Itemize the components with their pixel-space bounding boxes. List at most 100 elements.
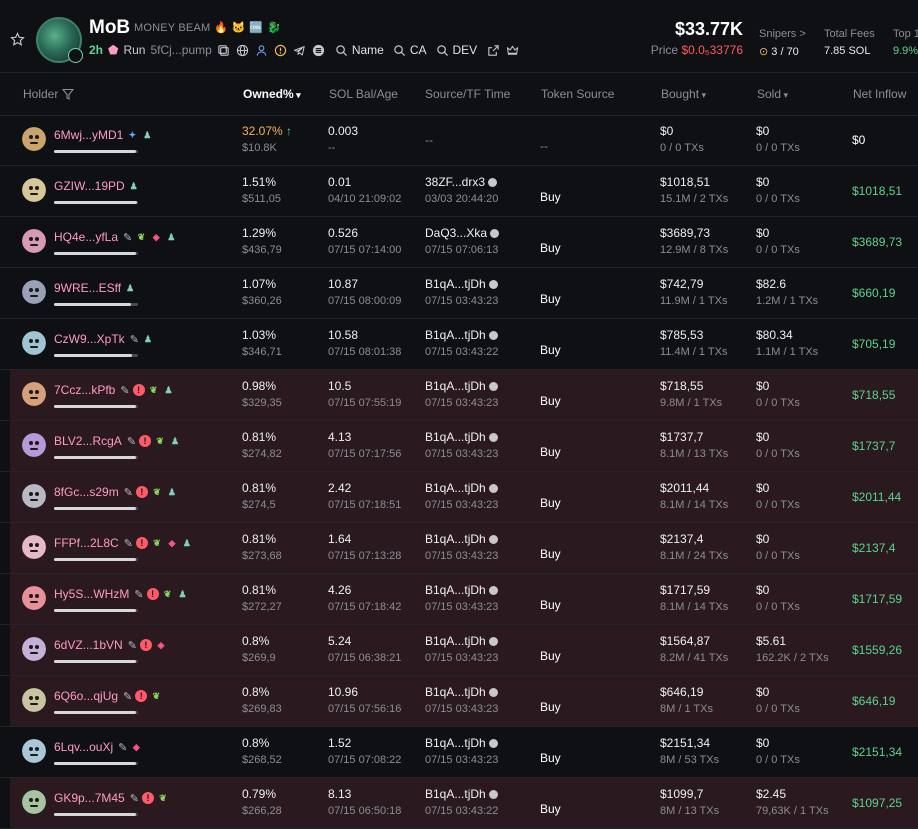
col-owned[interactable]: Owned% ▾ (243, 87, 301, 101)
holder-avatar[interactable] (22, 331, 46, 355)
edit-pen-icon[interactable]: ✎ (123, 231, 133, 244)
holder-avatar[interactable] (22, 280, 46, 304)
edit-pen-icon[interactable]: ✎ (123, 537, 133, 550)
search-dev-button[interactable]: DEV (436, 43, 477, 57)
table-row[interactable]: BLV2...RcgA ✎! ❦ ♟ 0.81% $274,82 4.13 07/15… (0, 421, 918, 472)
holder-address[interactable]: 7Ccz...kPfb (54, 383, 116, 397)
edit-pen-icon[interactable]: ✎ (134, 588, 144, 601)
edit-pen-icon[interactable]: ✎ (120, 384, 130, 397)
source-address-row[interactable]: B1qA...tjDh (425, 736, 498, 750)
bought-usd: $785,53 (660, 328, 704, 342)
wallet-age: 07/15 07:18:42 (328, 601, 402, 613)
holder-address[interactable]: 9WRE...ESff (54, 281, 122, 295)
table-row[interactable]: CzW9...XpTk ✎ ♟ 1.03% $346,71 10.58 07/15 … (0, 319, 918, 370)
holder-address[interactable]: 6dVZ...1bVN (54, 638, 123, 652)
holder-avatar[interactable] (22, 484, 46, 508)
table-row[interactable]: GZIW...19PD ♟ 1.51% $511,05 0.01 04/10 21… (0, 166, 918, 217)
user-icon[interactable] (255, 43, 269, 57)
holder-avatar[interactable] (22, 127, 46, 151)
source-address-row[interactable]: B1qA...tjDh (425, 532, 498, 546)
owned-usd: $511,05 (242, 193, 281, 205)
holder-avatar[interactable] (22, 586, 46, 610)
holder-avatar[interactable] (22, 178, 46, 202)
token-source: -- (540, 139, 548, 153)
table-row[interactable]: 6Lqv...ouXj ✎ ◈ 0.8% $268,52 1.52 07/15 07… (0, 727, 918, 778)
holder-address[interactable]: GK9p...7M45 (54, 791, 125, 805)
snipers-stat[interactable]: Snipers > ⊙ 3 / 70 (759, 28, 806, 58)
holder-address[interactable]: 6Mwj...yMD1 (54, 128, 124, 142)
crown-icon[interactable] (505, 43, 519, 57)
holder-address[interactable]: HQ4e...yfLa (54, 230, 119, 244)
col-net-inflow[interactable]: Net Inflow (853, 87, 907, 101)
source-address-row[interactable]: B1qA...tjDh (425, 685, 498, 699)
net-inflow: $3689,73 (852, 235, 903, 249)
holder-address[interactable]: CzW9...XpTk (54, 332, 125, 346)
holder-avatar[interactable] (22, 637, 46, 661)
col-sol-bal[interactable]: SOL Bal/Age (329, 87, 398, 101)
table-row[interactable]: HQ4e...yfLa ✎ ❦ ◈ ♟ 1.29% $436,79 0.526 07/1… (0, 217, 918, 268)
globe-icon[interactable] (236, 43, 250, 57)
col-token-source[interactable]: Token Source (541, 87, 615, 101)
table-row[interactable]: 6Mwj...yMD1 ✦ ♟ 32.07% ↑ $10.8K 0.003 -- -… (0, 115, 918, 166)
source-address-row[interactable]: B1qA...tjDh (425, 583, 498, 597)
copy-icon[interactable] (217, 43, 231, 57)
holder-address-row: 7Ccz...kPfb ✎! ❦ ♟ (54, 383, 175, 397)
telegram-icon[interactable] (293, 43, 307, 57)
edit-pen-icon[interactable]: ✎ (127, 639, 137, 652)
warning-icon[interactable] (274, 43, 288, 57)
holder-address[interactable]: 6Q6o...qjUg (54, 689, 119, 703)
edit-pen-icon[interactable]: ✎ (123, 690, 133, 703)
table-row[interactable]: 6dVZ...1bVN ✎! ◈ 0.8% $269,9 5.24 07/15 06… (0, 625, 918, 676)
contract-address[interactable]: 5fCj...pump (150, 43, 212, 57)
edit-pen-icon[interactable]: ✎ (123, 486, 133, 499)
table-row[interactable]: 7Ccz...kPfb ✎! ❦ ♟ 0.98% $329,35 10.5 07/15… (0, 370, 918, 421)
holder-avatar[interactable] (22, 229, 46, 253)
token-avatar[interactable] (36, 17, 83, 63)
table-row[interactable]: 6Q6o...qjUg ✎! ❦ 0.8% $269,83 10.96 07/15 … (0, 676, 918, 727)
search-name-button[interactable]: Name (335, 43, 384, 57)
source-address-row[interactable]: B1qA...tjDh (425, 481, 498, 495)
holder-avatar[interactable] (22, 433, 46, 457)
holder-avatar[interactable] (22, 382, 46, 406)
edit-pen-icon[interactable]: ✎ (129, 792, 139, 805)
source-address-row[interactable]: B1qA...tjDh (425, 787, 498, 801)
favorite-star-icon[interactable] (10, 32, 26, 48)
holder-address[interactable]: 6Lqv...ouXj (54, 740, 114, 754)
edit-pen-icon[interactable]: ✎ (118, 741, 128, 754)
snipers-value: 3 / 70 (771, 46, 799, 58)
bought-sub: 12.9M / 8 TXs (660, 244, 729, 256)
sold-usd: $0 (756, 175, 770, 189)
col-holder[interactable]: Holder (23, 87, 74, 101)
holder-address[interactable]: FFPf...2L8C (54, 536, 119, 550)
table-row[interactable]: Hy5S...WHzM ✎! ❦ ♟ 0.81% $272,27 4.26 07/15… (0, 574, 918, 625)
edit-pen-icon[interactable]: ✎ (129, 333, 139, 346)
source-address-row[interactable]: DaQ3...Xka (425, 226, 500, 240)
source-address-row[interactable]: B1qA...tjDh (425, 328, 498, 342)
table-row[interactable]: FFPf...2L8C ✎! ❦ ◈ ♟ 0.81% $273,68 1.64 07/1… (0, 523, 918, 574)
source-address-row[interactable]: 38ZF...drx3 (425, 175, 498, 189)
holder-avatar[interactable] (22, 739, 46, 763)
filter-icon[interactable] (61, 87, 74, 101)
holder-address[interactable]: GZIW...19PD (54, 179, 125, 193)
external-link-icon[interactable] (486, 43, 500, 57)
source-address-row[interactable]: B1qA...tjDh (425, 379, 498, 393)
col-source-tf[interactable]: Source/TF Time (425, 87, 511, 101)
col-bought[interactable]: Bought ▾ (661, 87, 706, 101)
holder-avatar[interactable] (22, 535, 46, 559)
holder-avatar[interactable] (22, 790, 46, 814)
holder-address[interactable]: Hy5S...WHzM (54, 587, 130, 601)
table-row[interactable]: 8fGc...s29m ✎! ❦ ♟ 0.81% $274,5 2.42 07/15 … (0, 472, 918, 523)
col-sold[interactable]: Sold ▾ (757, 87, 788, 101)
table-row[interactable]: GK9p...7M45 ✎! ❦ 0.79% $266,28 8.13 07/15 … (0, 778, 918, 829)
holder-avatar[interactable] (22, 688, 46, 712)
source-address-row[interactable]: B1qA...tjDh (425, 277, 498, 291)
table-row[interactable]: 9WRE...ESff ♟ 1.07% $360,26 10.87 07/15 0… (0, 268, 918, 319)
search-ca-button[interactable]: CA (393, 43, 427, 57)
list-circle-icon[interactable] (312, 43, 326, 57)
holder-address[interactable]: BLV2...RcgA (54, 434, 122, 448)
source-address-row[interactable]: B1qA...tjDh (425, 430, 498, 444)
source-address-row[interactable]: B1qA...tjDh (425, 634, 498, 648)
col-sold-label: Sold (757, 87, 782, 101)
holder-address[interactable]: 8fGc...s29m (54, 485, 119, 499)
edit-pen-icon[interactable]: ✎ (126, 435, 137, 448)
